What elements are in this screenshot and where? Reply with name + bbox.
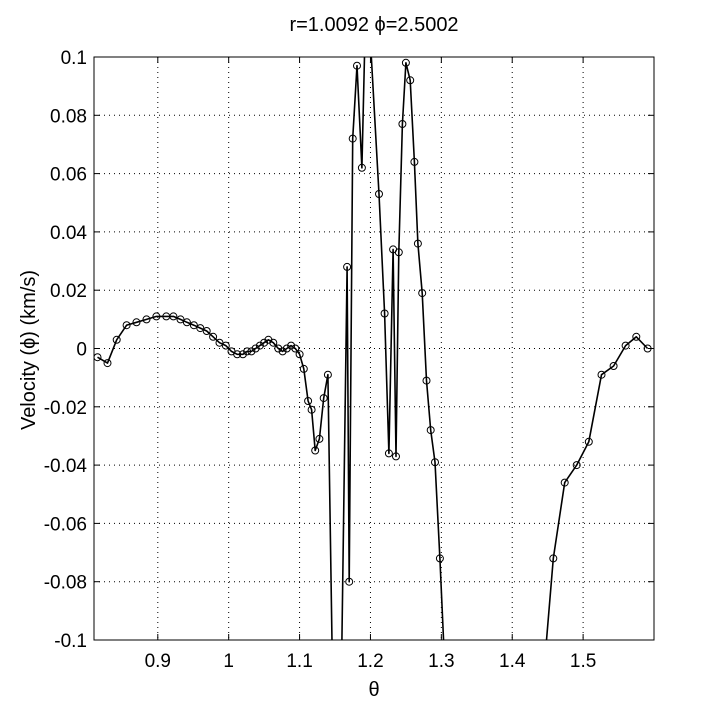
data-point <box>94 353 102 362</box>
data-point <box>353 61 361 70</box>
data-point <box>323 370 332 379</box>
data-point <box>291 344 300 353</box>
data-point <box>221 341 230 350</box>
data-point <box>549 554 558 563</box>
x-tick-label: 1.5 <box>570 651 596 672</box>
data-point <box>304 397 313 405</box>
data-point <box>209 332 218 341</box>
x-tick-label: 1 <box>223 651 234 672</box>
x-tick-label: 1.2 <box>357 651 383 672</box>
data-point <box>152 312 161 321</box>
data-point <box>418 289 427 298</box>
y-tick-label: 0.08 <box>50 106 87 127</box>
data-point <box>384 449 393 458</box>
data-point <box>621 341 630 350</box>
y-tick-label: -0.1 <box>54 631 87 652</box>
data-point <box>398 120 407 128</box>
y-tick-label: -0.02 <box>44 398 87 419</box>
data-point <box>169 312 178 321</box>
y-tick-label: 0.02 <box>50 281 87 302</box>
data-point <box>380 309 389 318</box>
y-tick-label: -0.04 <box>44 456 88 477</box>
x-tick-label: 1.3 <box>428 651 454 672</box>
data-point <box>401 58 410 67</box>
y-axis-label: Velocity (ϕ) (km/s) <box>18 270 40 430</box>
data-point <box>176 315 185 324</box>
y-tick-label: 0 <box>76 340 87 361</box>
x-tick-label: 1.1 <box>286 651 312 672</box>
data-point <box>394 248 403 257</box>
data-point <box>238 350 247 359</box>
data-point <box>202 327 211 335</box>
data-point <box>103 359 112 368</box>
data-point <box>287 341 296 350</box>
data-point <box>413 239 422 248</box>
data-point <box>319 394 328 403</box>
data-point <box>282 344 291 353</box>
data-point <box>182 318 191 327</box>
chart-title: r=1.0092 ϕ=2.5002 <box>289 14 458 36</box>
x-axis-label: θ <box>368 679 379 701</box>
data-point <box>274 344 283 353</box>
data-point <box>189 321 198 330</box>
data-point <box>196 324 205 333</box>
data-point <box>251 344 260 353</box>
data-point <box>375 190 383 198</box>
y-tick-label: -0.08 <box>44 573 87 594</box>
data-point <box>426 426 435 435</box>
data-point <box>269 338 278 347</box>
data-point <box>348 134 357 143</box>
data-point <box>406 76 415 85</box>
data-point <box>357 163 366 172</box>
data-point <box>307 405 316 414</box>
data-point <box>278 347 287 356</box>
data-point <box>122 321 131 330</box>
data-point <box>572 461 581 470</box>
y-tick-label: 0.06 <box>50 165 87 186</box>
series-group <box>97 57 649 640</box>
data-point <box>142 315 151 324</box>
axis-ticks: 0.9 1 1.1 1.2 1.3 1.4 1.5 -0.1 -0.08 -0.06 -0.04 -0… <box>44 48 654 672</box>
data-point <box>609 362 618 370</box>
data-point <box>260 338 269 347</box>
data-point <box>132 318 141 327</box>
data-point <box>392 452 400 461</box>
data-point <box>315 434 324 443</box>
data-point <box>295 350 304 359</box>
data-point <box>233 350 242 359</box>
series-line <box>97 57 649 640</box>
x-tick-label: 0.9 <box>145 651 171 672</box>
data-point <box>560 478 569 487</box>
data-point <box>247 347 256 356</box>
data-point <box>632 332 641 341</box>
data-point <box>345 577 354 586</box>
data-point <box>422 376 431 385</box>
y-tick-label: 0.1 <box>61 48 87 69</box>
data-point <box>112 335 121 344</box>
y-tick-label: 0.04 <box>50 223 87 244</box>
data-point <box>311 446 320 455</box>
marker-group <box>94 58 652 586</box>
data-point <box>243 347 252 356</box>
data-point <box>435 554 444 563</box>
data-point <box>255 341 264 350</box>
data-point <box>215 338 224 347</box>
y-tick-label: -0.06 <box>44 514 87 535</box>
x-tick-label: 1.4 <box>499 651 526 672</box>
data-point <box>597 370 606 379</box>
data-point <box>410 157 419 166</box>
data-point <box>431 458 439 467</box>
data-point <box>343 262 352 271</box>
data-point <box>299 364 308 373</box>
data-point <box>584 437 593 446</box>
